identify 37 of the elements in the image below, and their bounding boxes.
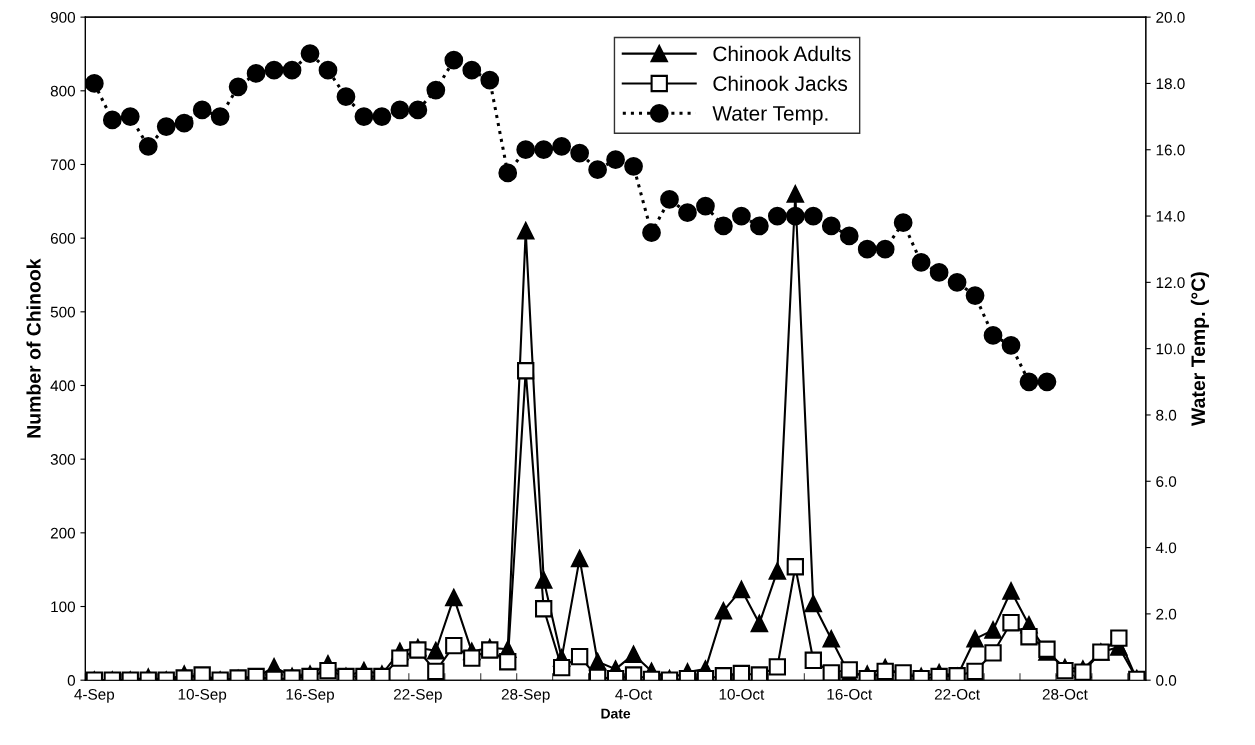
y2-tick-label: 14.0	[1156, 210, 1185, 222]
y2-tick-label: 6.0	[1156, 476, 1177, 487]
x-tick-label: 16-Oct	[827, 688, 873, 700]
y-tick-label: 400	[50, 380, 76, 392]
y2-axis-title: Water Temp. (°C)	[1190, 272, 1209, 426]
x-tick-label: 4-Sep	[74, 688, 115, 703]
y-tick-label: 700	[50, 159, 76, 171]
y2-tick-label: 2.0	[1156, 608, 1177, 620]
x-axis-title: Date	[601, 708, 631, 719]
x-tick-label: 28-Sep	[501, 688, 550, 703]
y2-tick-label: 4.0	[1155, 542, 1177, 554]
y2-tick-label: 0.0	[1156, 675, 1177, 686]
x-tick-label: 10-Oct	[719, 688, 765, 700]
y-tick-label: 200	[50, 527, 76, 539]
y2-tick-label: 18.0	[1156, 78, 1185, 90]
y-tick-label: 500	[50, 306, 76, 318]
y2-tick-label: 12.0	[1156, 277, 1185, 289]
y2-tick-label: 8.0	[1156, 409, 1177, 421]
y2-tick-label: 20.0	[1156, 12, 1185, 23]
y-tick-label: 100	[51, 601, 76, 613]
x-tick-label: 16-Sep	[286, 688, 335, 703]
y2-tick-label: 16.0	[1156, 144, 1185, 156]
x-tick-label: 10-Sep	[178, 688, 227, 703]
y-tick-label: 0	[67, 675, 76, 686]
y2-tick-label: 10.0	[1156, 343, 1185, 355]
y-axis-title: Number of Chinook	[26, 258, 41, 438]
y-tick-label: 600	[50, 233, 76, 244]
y-tick-label: 800	[50, 85, 76, 97]
x-tick-label: 28-Oct	[1042, 688, 1088, 700]
legend-label: Chinook Jacks	[713, 75, 848, 91]
legend-label: Water Temp.	[712, 106, 828, 125]
x-tick-label: 4-Oct	[615, 688, 653, 700]
x-tick-label: 22-Sep	[394, 688, 442, 703]
legend-label: Chinook Adults	[713, 45, 851, 62]
y-tick-label: 300	[50, 454, 76, 465]
y-tick-label: 900	[50, 12, 76, 23]
x-tick-label: 22-Oct	[934, 688, 980, 700]
